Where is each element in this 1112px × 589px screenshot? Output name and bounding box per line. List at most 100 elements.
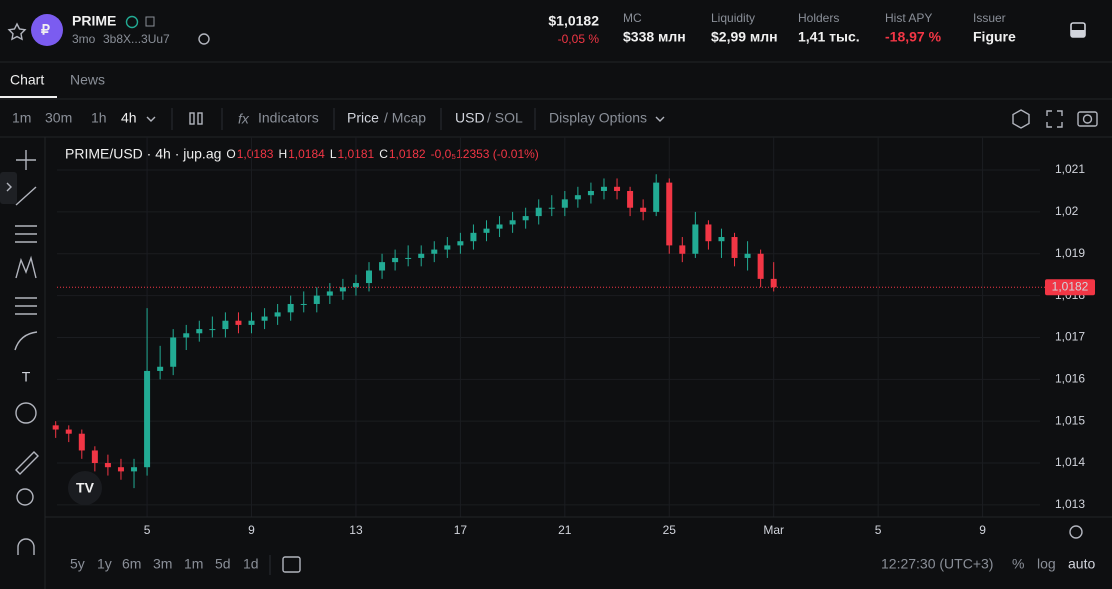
candle-body (431, 249, 438, 254)
price-change: -0,05 % (558, 32, 600, 46)
y-tick-label: 1,017 (1055, 330, 1085, 344)
x-tick-label: Mar (763, 523, 784, 537)
mcap-toggle[interactable]: / Mcap (384, 110, 426, 126)
candle-body (587, 190, 594, 196)
candle-body (405, 257, 412, 259)
candle-body (144, 370, 151, 468)
candle-body (209, 329, 216, 331)
token-address[interactable]: 3b8X...3Uu7 (103, 32, 170, 46)
range-button[interactable]: 5d (215, 556, 231, 572)
log-toggle[interactable]: log (1037, 556, 1056, 572)
price: $1,0182 (548, 13, 599, 29)
fullscreen-icon[interactable] (1046, 110, 1063, 128)
candle-type-icon[interactable] (189, 112, 195, 125)
crosshair-tool[interactable] (16, 150, 36, 170)
sol-toggle[interactable]: / SOL (487, 110, 523, 126)
candle-body (287, 303, 294, 313)
interval[interactable]: 30m (45, 110, 72, 126)
candle-body (614, 186, 621, 191)
range-button[interactable]: 6m (122, 556, 141, 572)
tab[interactable]: Chart (10, 72, 44, 88)
search-icon[interactable] (198, 33, 210, 45)
x-tick-label: 17 (454, 523, 468, 537)
tv-logo[interactable] (68, 471, 102, 505)
interval[interactable]: 1m (12, 110, 31, 126)
projection-tool[interactable] (15, 297, 37, 315)
candle-body (235, 320, 242, 325)
fx-icon[interactable]: fx (238, 111, 250, 127)
candle-body (744, 253, 751, 258)
token-name: PRIME (72, 13, 116, 29)
legend-h: 1,0184 (288, 147, 325, 161)
stat-value: -18,97 % (885, 29, 942, 45)
screenshot-icon[interactable] (1077, 111, 1098, 127)
stat-label: Hist APY (885, 11, 932, 25)
price-toggle[interactable]: Price (347, 110, 379, 126)
display-dropdown[interactable] (655, 116, 665, 122)
candle-body (640, 207, 647, 212)
y-tick-label: 1,015 (1055, 413, 1085, 427)
range-button[interactable]: 3m (153, 556, 172, 572)
token-age: 3mo (72, 32, 96, 46)
interval[interactable]: 1h (91, 110, 107, 126)
candle-body (379, 262, 386, 271)
candle-body (392, 257, 399, 263)
x-tick-label: 9 (248, 523, 255, 537)
indicators-button[interactable]: Indicators (258, 110, 319, 126)
auto-toggle[interactable]: auto (1068, 556, 1095, 572)
candle-body (705, 224, 712, 242)
axis-settings[interactable] (1069, 525, 1083, 539)
interval-dropdown[interactable] (146, 116, 156, 122)
stat-value: $338 млн (623, 29, 686, 45)
settings-icon[interactable] (1012, 109, 1030, 129)
candle-body (718, 237, 725, 242)
ruler-tool[interactable] (15, 451, 39, 475)
text-tool[interactable]: T (22, 369, 31, 385)
clock: 12:27:30 (UTC+3) (881, 556, 993, 572)
range-button[interactable]: 1y (97, 556, 112, 572)
x-tick-label: 13 (349, 523, 363, 537)
candle-body (157, 366, 164, 371)
candle-body (300, 303, 307, 305)
stat-value: $2,99 млн (711, 29, 778, 45)
token-logo (31, 14, 63, 46)
range-button[interactable]: 1m (184, 556, 203, 572)
fib-tool[interactable] (15, 225, 37, 243)
candle-body (131, 467, 138, 472)
candle-body (183, 333, 190, 338)
percent-toggle[interactable]: % (1012, 556, 1024, 572)
brush-tool[interactable] (14, 331, 38, 351)
y-tick-label: 1,021 (1055, 162, 1085, 176)
candle-type-icon (197, 112, 203, 125)
magnet-tool[interactable] (17, 538, 35, 555)
candle-body (496, 224, 503, 229)
trendline-tool[interactable] (15, 186, 37, 206)
legend-o-label: O (226, 147, 235, 161)
expand-tab[interactable] (0, 172, 17, 204)
candle-body (65, 429, 72, 434)
usd-toggle[interactable]: USD (455, 110, 485, 126)
zoom-tool[interactable] (16, 488, 34, 506)
pattern-tool[interactable] (15, 255, 37, 279)
tab[interactable]: News (70, 72, 105, 88)
date-range-icon[interactable] (282, 556, 301, 573)
candle-body (509, 220, 516, 225)
x-tick-label: 25 (663, 523, 677, 537)
emoji-tool[interactable] (15, 402, 37, 424)
copy-icon[interactable] (145, 16, 155, 27)
stat-label: Liquidity (711, 11, 755, 25)
candle-body (444, 245, 451, 250)
candle-body (548, 207, 555, 209)
interval-active[interactable]: 4h (121, 110, 137, 126)
favorite-star[interactable] (7, 22, 27, 41)
y-tick-label: 1,016 (1055, 371, 1085, 385)
range-button[interactable]: 1d (243, 556, 259, 572)
layout-button-fill (1071, 30, 1085, 37)
range-button[interactable]: 5y (70, 556, 85, 572)
screenshot-lens (1082, 114, 1093, 124)
candle-body (78, 433, 85, 451)
tab-underline (0, 96, 57, 98)
stat-value: Figure (973, 29, 1016, 45)
candle-body (222, 320, 229, 330)
display-options[interactable]: Display Options (549, 110, 647, 126)
